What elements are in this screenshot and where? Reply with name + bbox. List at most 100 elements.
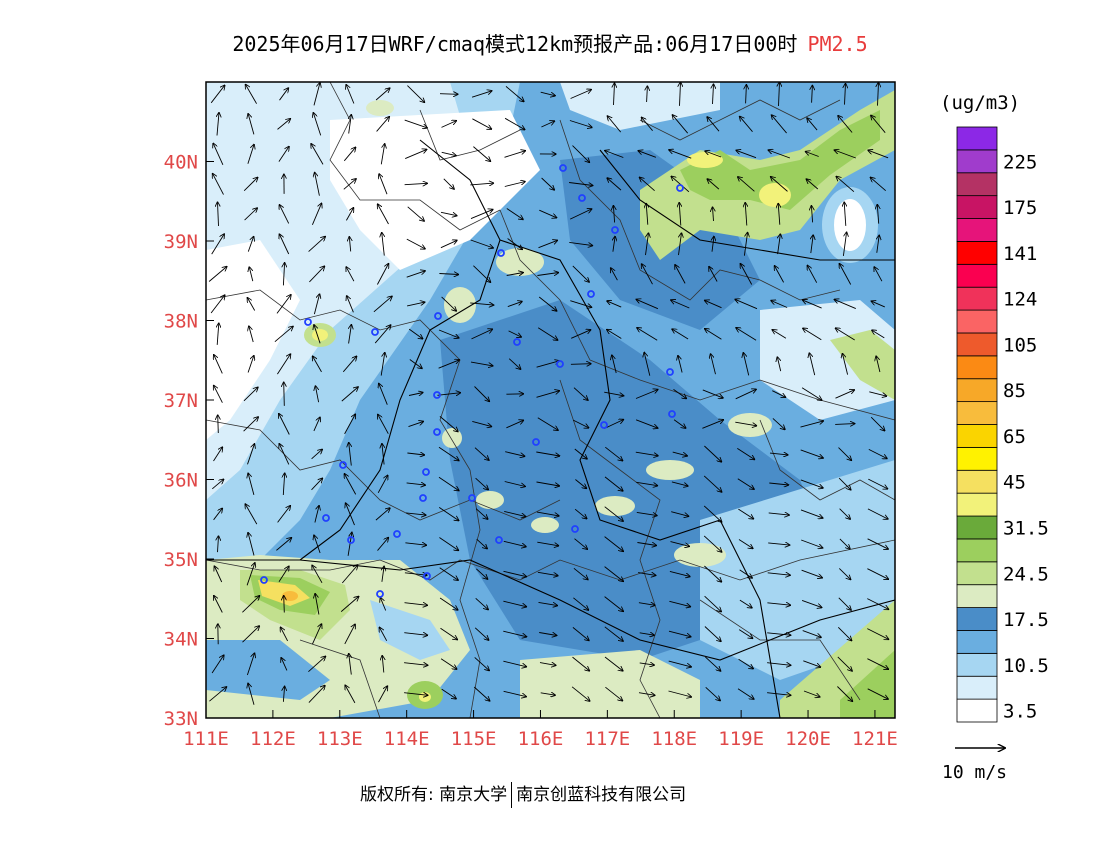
wind-arrow: [671, 481, 688, 486]
field-island-10: [366, 100, 394, 116]
wind-arrow: [380, 352, 385, 376]
field-island-8: [531, 517, 559, 533]
wind-arrow: [778, 203, 780, 225]
wind-arrow: [279, 444, 290, 465]
wind-arrow: [311, 478, 323, 491]
wind-arrow: [536, 481, 560, 486]
wind-arrow: [407, 302, 425, 307]
wind-arrow: [607, 178, 622, 191]
wind-arrow: [769, 483, 788, 485]
x-tick-label: 115E: [451, 728, 497, 750]
wind-arrow: [635, 419, 658, 428]
wind-arrow: [844, 202, 846, 226]
wind-arrow: [806, 179, 819, 190]
wind-arrow: [438, 476, 459, 490]
wind-arrow: [636, 299, 659, 310]
station-marker: [322, 514, 330, 522]
wind-arrow: [279, 205, 290, 224]
field-island-6: [674, 543, 726, 567]
wind-arrow: [470, 183, 493, 185]
wind-arrow: [472, 420, 491, 426]
wind-arrow: [604, 536, 624, 552]
wind-vectors: [208, 82, 889, 705]
wind-arrow: [604, 420, 623, 429]
wind-arrow: [767, 603, 790, 605]
wind-arrow: [835, 390, 855, 399]
wind-arrow: [247, 236, 253, 252]
boundary-5: [206, 539, 895, 581]
field-sw-blue-channel: [206, 640, 330, 700]
wind-arrow: [671, 300, 690, 309]
wind-arrow: [872, 330, 885, 339]
boundary-10: [699, 599, 861, 701]
y-tick-label: 40N: [164, 152, 198, 174]
wind-arrow: [802, 630, 822, 638]
admin-boundaries: [206, 82, 895, 718]
wind-arrow: [678, 233, 682, 256]
wind-arrow: [668, 660, 692, 667]
wind-arrow: [536, 511, 559, 516]
wind-arrow: [441, 151, 457, 155]
wind-arrow: [213, 447, 223, 462]
field-east-light: [760, 300, 895, 420]
wind-arrow: [309, 266, 324, 283]
wind-arrow: [867, 538, 889, 549]
wind-arrow: [211, 234, 225, 255]
wind-arrow: [249, 267, 254, 282]
wind-arrow: [572, 627, 589, 640]
wind-arrow: [777, 357, 782, 372]
wind-arrow: [704, 595, 722, 612]
wind-arrow: [278, 566, 289, 583]
wind-arrow: [571, 686, 590, 701]
wind-arrow: [311, 203, 321, 225]
legend-swatch: [956, 195, 998, 219]
legend-swatch: [956, 492, 998, 517]
wind-arrow: [247, 356, 254, 373]
wind-arrow: [867, 658, 888, 670]
wind-arrow: [277, 506, 291, 523]
wind-arrow: [439, 567, 459, 581]
wind-arrow: [805, 152, 819, 157]
field-north-white: [330, 110, 540, 270]
field-island-12: [312, 329, 328, 341]
wind-arrow: [470, 209, 493, 220]
wind-arrow: [346, 208, 353, 221]
wind-arrow: [213, 143, 224, 165]
wind-arrow: [314, 535, 321, 554]
station-marker: [434, 312, 442, 320]
x-tick-label: 111E: [183, 728, 229, 750]
wind-arrow: [838, 477, 851, 490]
wind-arrow: [802, 300, 822, 309]
boundary-8: [459, 469, 481, 718]
wind-arrow: [767, 693, 791, 696]
wind-arrow: [835, 328, 855, 341]
wind-arrow: [738, 629, 753, 639]
wind-arrow: [835, 424, 855, 425]
wind-arrow: [605, 686, 622, 701]
wind-arrow: [642, 264, 653, 285]
wind-arrow: [212, 479, 223, 490]
wind-arrow: [672, 329, 689, 340]
legend-swatch: [956, 172, 998, 197]
wind-arrow: [218, 415, 219, 434]
y-tick-label: 36N: [164, 470, 198, 492]
wind-arrow: [349, 237, 350, 252]
wind-arrow: [539, 633, 557, 636]
wind-arrow: [613, 236, 615, 252]
wind-arrow: [670, 541, 690, 547]
legend-label: 225: [1003, 151, 1037, 173]
field-island-1: [496, 248, 544, 276]
wind-arrow: [705, 300, 722, 309]
wind-arrow: [210, 295, 225, 314]
wind-arrow: [283, 263, 284, 286]
copyright-prefix: 版权所有: 南京大学: [360, 785, 508, 805]
legend-swatch: [956, 675, 998, 700]
wind-arrow: [441, 688, 457, 699]
wind-arrow: [474, 386, 490, 402]
legend-colorbar: 3.5 10.5 17.5 24.5 31.5 45 65 85 105 124 141 175 225: [956, 126, 1049, 723]
wind-arrow: [503, 600, 526, 607]
wind-arrow: [470, 361, 493, 366]
boundary-12: [419, 109, 521, 161]
boundary-4: [206, 419, 561, 521]
wind-arrow: [439, 94, 458, 95]
